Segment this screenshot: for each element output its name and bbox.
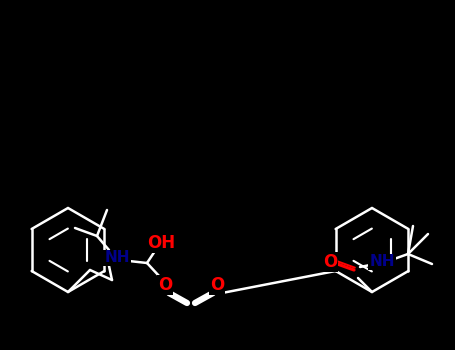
Text: OH: OH [147,234,175,252]
Text: O: O [323,253,337,271]
Text: O: O [210,276,224,294]
Text: NH: NH [104,251,130,266]
Text: O: O [158,276,172,294]
Text: NH: NH [369,254,395,270]
